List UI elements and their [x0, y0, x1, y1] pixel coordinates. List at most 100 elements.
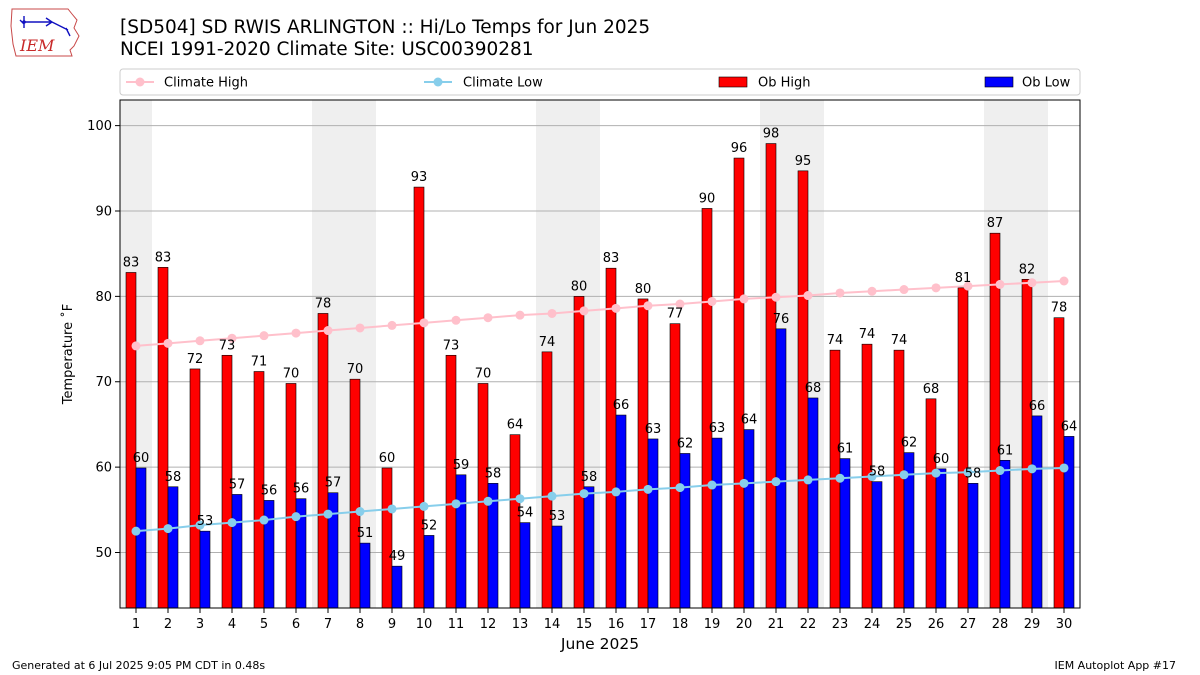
- legend-climate-low-label: Climate Low: [463, 76, 543, 91]
- x-tick-label: 28: [992, 617, 1009, 632]
- app-label: IEM Autoplot App #17: [1054, 659, 1177, 672]
- ob-high-value-label: 70: [347, 362, 364, 377]
- ob-high-value-label: 78: [1051, 301, 1068, 316]
- climate-low-point: [579, 489, 589, 499]
- ob-high-value-label: 87: [987, 216, 1004, 231]
- x-tick-label: 9: [388, 617, 396, 632]
- legend-climate-low-marker: [433, 77, 443, 87]
- ob-low-value-label: 61: [997, 443, 1014, 458]
- ob-high-value-label: 93: [411, 170, 428, 185]
- ob-low-value-label: 52: [421, 518, 438, 533]
- legend-ob-high-swatch: [718, 76, 748, 88]
- ob-high-value-label: 73: [443, 338, 460, 353]
- climate-high-point: [547, 308, 557, 318]
- ob-high-bar: [637, 298, 649, 609]
- ob-high-value-label: 71: [251, 355, 268, 370]
- climate-high-point: [451, 315, 461, 325]
- ob-low-bar: [935, 468, 947, 609]
- ob-low-bar: [391, 565, 403, 609]
- ob-high-value-label: 68: [923, 382, 940, 397]
- x-tick-label: 4: [228, 617, 236, 632]
- x-tick-label: 18: [672, 617, 689, 632]
- climate-high-point: [931, 283, 941, 293]
- ob-high-bar: [477, 383, 489, 609]
- climate-low-point: [419, 501, 429, 511]
- climate-high-line: [135, 280, 1065, 347]
- climate-high-point: [259, 331, 269, 341]
- climate-high-point: [675, 299, 685, 309]
- climate-high-point: [387, 320, 397, 330]
- climate-low-point: [227, 518, 237, 528]
- ob-low-bar: [807, 397, 819, 609]
- ob-low-bar: [711, 437, 723, 609]
- ob-high-value-label: 82: [1019, 262, 1036, 277]
- ob-high-value-label: 74: [539, 335, 556, 350]
- ob-high-bar: [413, 186, 425, 609]
- climate-high-point: [419, 318, 429, 328]
- ob-low-value-label: 58: [581, 470, 598, 485]
- climate-low-point: [259, 515, 269, 525]
- chart-subtitle: NCEI 1991-2020 Climate Site: USC00390281: [120, 39, 534, 60]
- ob-low-value-label: 53: [197, 514, 214, 529]
- ob-high-bar: [349, 378, 361, 609]
- ob-high-value-label: 60: [379, 451, 396, 466]
- ob-low-bar: [231, 494, 243, 609]
- ob-low-value-label: 49: [389, 549, 406, 564]
- ob-high-value-label: 98: [763, 127, 780, 142]
- ob-low-bar: [967, 483, 979, 609]
- y-tick-label: 90: [95, 204, 112, 219]
- ob-low-value-label: 60: [933, 452, 950, 467]
- legend-climate-high-label: Climate High: [164, 76, 248, 91]
- x-tick-label: 15: [576, 617, 593, 632]
- climate-high-point: [739, 294, 749, 304]
- ob-low-bar: [679, 453, 691, 609]
- ob-high-bar: [381, 467, 393, 609]
- ob-low-bar: [519, 522, 531, 609]
- ob-low-bar: [423, 535, 435, 609]
- y-tick-label: 50: [95, 546, 112, 561]
- climate-high-point: [163, 338, 173, 348]
- ob-low-bar: [135, 467, 147, 609]
- ob-low-value-label: 66: [613, 398, 630, 413]
- ob-low-value-label: 66: [1029, 399, 1046, 414]
- climate-high-point: [611, 303, 621, 313]
- ob-high-value-label: 77: [667, 307, 684, 322]
- x-tick-label: 29: [1024, 617, 1041, 632]
- ob-high-value-label: 72: [187, 352, 204, 367]
- climate-low-point: [611, 487, 621, 497]
- climate-low-point: [323, 509, 333, 519]
- climate-low-point: [163, 524, 173, 534]
- ob-low-bar: [871, 481, 883, 609]
- climate-low-point: [643, 484, 653, 494]
- ob-low-value-label: 59: [453, 458, 470, 473]
- x-axis-label: June 2025: [560, 635, 639, 653]
- logo-text: IEM: [19, 36, 55, 55]
- climate-low-point: [451, 499, 461, 509]
- ob-low-bar: [583, 486, 595, 609]
- ob-low-value-label: 58: [869, 465, 886, 480]
- chart-title: [SD504] SD RWIS ARLINGTON :: Hi/Lo Temps…: [120, 17, 651, 38]
- legend-ob-high-label: Ob High: [758, 76, 811, 91]
- x-tick-label: 2: [164, 617, 172, 632]
- ob-low-value-label: 68: [805, 381, 822, 396]
- ob-high-value-label: 73: [219, 338, 236, 353]
- ob-low-bar: [743, 429, 755, 609]
- ob-low-value-label: 64: [741, 413, 758, 428]
- x-tick-label: 19: [704, 617, 721, 632]
- iowa-state-outline: [10, 8, 80, 57]
- legend-ob-low-label: Ob Low: [1022, 76, 1071, 91]
- ob-high-bar: [125, 272, 137, 609]
- ob-high-bar: [733, 157, 745, 609]
- climate-high-point: [643, 301, 653, 311]
- ob-high-value-label: 90: [699, 191, 716, 206]
- ob-low-value-label: 51: [357, 526, 374, 541]
- climate-low-point: [355, 507, 365, 517]
- ob-high-value-label: 96: [731, 141, 748, 156]
- ob-high-value-label: 80: [571, 279, 588, 294]
- legend-climate-high-marker: [135, 77, 145, 87]
- x-tick-label: 21: [768, 617, 785, 632]
- ob-high-bar: [701, 208, 713, 609]
- climate-low-point: [995, 466, 1005, 476]
- ob-low-bar: [1031, 415, 1043, 609]
- ob-low-value-label: 60: [133, 451, 150, 466]
